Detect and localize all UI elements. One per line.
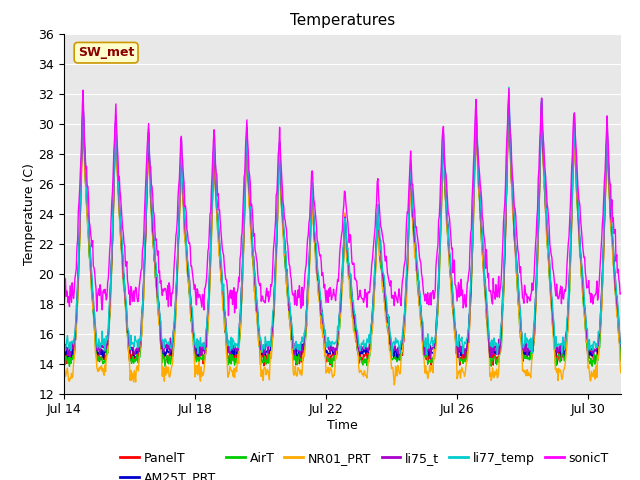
li75_t: [236, 322, 243, 327]
PanelT: [302, 320, 310, 326]
Line: sonicT: sonicT: [64, 88, 621, 315]
PanelT: [486, 355, 494, 361]
li75_t: [427, 356, 435, 361]
sonicT: [302, 262, 310, 267]
sonicT: [193, 302, 200, 308]
sonicT: [225, 312, 232, 318]
AM25T_PRT: [150, 233, 157, 239]
PanelT: [285, 302, 292, 308]
Line: AM25T_PRT: AM25T_PRT: [64, 98, 621, 360]
AM25T_PRT: [193, 344, 200, 350]
Legend: PanelT, AM25T_PRT, AirT, NR01_PRT, li75_t, li77_temp, sonicT: PanelT, AM25T_PRT, AirT, NR01_PRT, li75_…: [115, 447, 614, 480]
li75_t: [301, 326, 309, 332]
li77_temp: [60, 341, 68, 347]
li75_t: [150, 233, 157, 239]
Line: NR01_PRT: NR01_PRT: [64, 102, 621, 385]
NR01_PRT: [60, 372, 68, 377]
AM25T_PRT: [395, 357, 403, 363]
AM25T_PRT: [60, 348, 68, 354]
AirT: [236, 340, 243, 346]
li77_temp: [505, 84, 513, 90]
AirT: [193, 359, 200, 365]
Line: AirT: AirT: [64, 103, 621, 367]
Text: SW_met: SW_met: [78, 46, 134, 59]
AM25T_PRT: [538, 96, 545, 101]
AirT: [150, 242, 157, 248]
NR01_PRT: [236, 338, 243, 344]
PanelT: [193, 358, 200, 363]
AM25T_PRT: [617, 349, 625, 355]
li77_temp: [486, 340, 494, 346]
li77_temp: [284, 283, 292, 288]
sonicT: [505, 85, 513, 91]
NR01_PRT: [390, 382, 398, 388]
Y-axis label: Temperature (C): Temperature (C): [22, 163, 36, 264]
li77_temp: [301, 322, 309, 328]
sonicT: [150, 208, 157, 214]
li75_t: [60, 347, 68, 353]
li75_t: [617, 342, 625, 348]
AM25T_PRT: [236, 333, 243, 339]
AM25T_PRT: [486, 353, 494, 359]
sonicT: [236, 255, 244, 261]
li75_t: [193, 351, 200, 357]
X-axis label: Time: Time: [327, 419, 358, 432]
li77_temp: [193, 345, 200, 350]
AirT: [617, 358, 625, 363]
li75_t: [284, 286, 292, 292]
Line: li75_t: li75_t: [64, 94, 621, 359]
PanelT: [236, 336, 243, 342]
sonicT: [285, 254, 292, 260]
AirT: [328, 364, 336, 370]
Line: li77_temp: li77_temp: [64, 87, 621, 356]
sonicT: [617, 291, 625, 297]
NR01_PRT: [284, 301, 292, 307]
li77_temp: [617, 341, 625, 347]
NR01_PRT: [505, 99, 513, 105]
AM25T_PRT: [301, 332, 309, 337]
sonicT: [486, 288, 494, 293]
PanelT: [60, 352, 68, 358]
AirT: [301, 336, 309, 342]
li77_temp: [388, 353, 396, 359]
li75_t: [486, 350, 494, 356]
li77_temp: [236, 324, 243, 329]
NR01_PRT: [617, 370, 625, 376]
sonicT: [60, 306, 68, 312]
PanelT: [150, 244, 157, 250]
AirT: [486, 355, 494, 360]
PanelT: [260, 363, 268, 369]
AM25T_PRT: [284, 286, 292, 291]
NR01_PRT: [150, 244, 157, 250]
PanelT: [617, 355, 625, 360]
AirT: [60, 355, 68, 361]
AirT: [284, 296, 292, 302]
NR01_PRT: [193, 371, 200, 376]
li75_t: [505, 91, 513, 96]
PanelT: [505, 94, 513, 99]
Title: Temperatures: Temperatures: [290, 13, 395, 28]
AirT: [505, 100, 513, 106]
li77_temp: [150, 222, 157, 228]
NR01_PRT: [486, 370, 494, 375]
NR01_PRT: [301, 335, 309, 340]
Line: PanelT: PanelT: [64, 96, 621, 366]
